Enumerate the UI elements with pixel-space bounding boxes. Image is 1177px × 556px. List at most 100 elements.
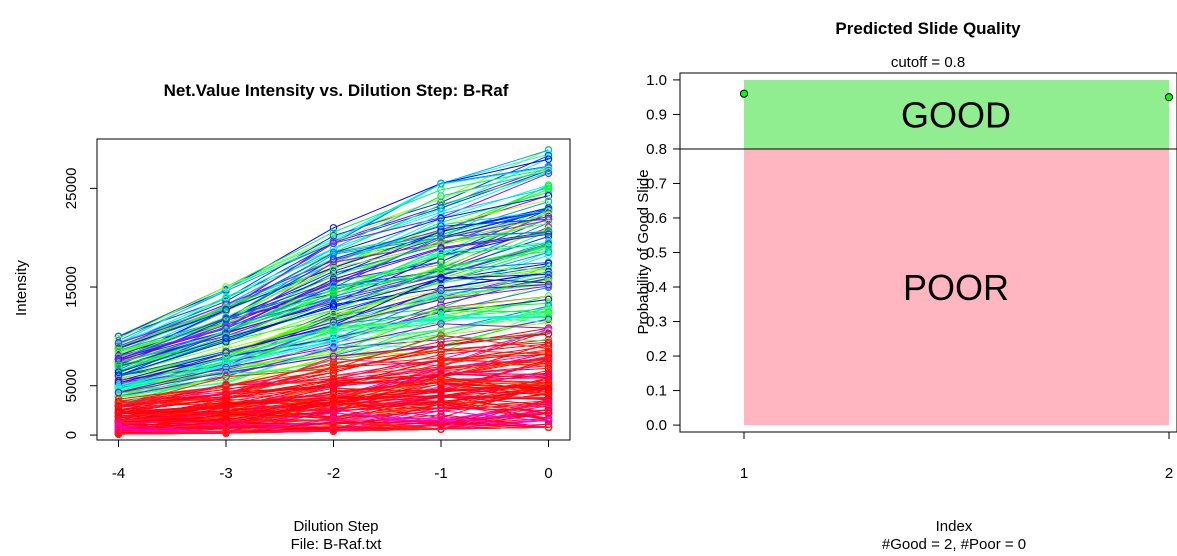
- series-point: [437, 346, 445, 354]
- series-line: [118, 171, 549, 346]
- series-point: [437, 273, 445, 281]
- series-point: [437, 425, 445, 433]
- series-point: [222, 406, 230, 414]
- series-point: [329, 374, 338, 383]
- series-point: [222, 353, 230, 361]
- series-point: [329, 359, 338, 367]
- left-x-tick-label: -1: [434, 465, 447, 482]
- series-point: [329, 427, 338, 435]
- series-point: [437, 200, 445, 209]
- series-point: [222, 285, 230, 293]
- series-point: [544, 207, 553, 215]
- series-point: [114, 346, 123, 355]
- series-point: [329, 224, 338, 232]
- series-point: [544, 230, 553, 239]
- series-line: [118, 167, 549, 350]
- series-point: [222, 338, 230, 346]
- left-plot: Net.Value Intensity vs. Dilution Step: B…: [13, 81, 571, 553]
- series-point: [329, 381, 338, 390]
- series-point: [544, 327, 553, 335]
- series-point: [437, 331, 445, 339]
- good-region-label: GOOD: [901, 94, 1011, 135]
- series-point: [544, 188, 553, 197]
- series-point: [329, 264, 338, 273]
- series-point: [222, 303, 230, 311]
- series-point: [329, 281, 338, 289]
- left-x-tick-label: -3: [219, 465, 232, 482]
- series-point: [437, 222, 445, 230]
- series-point: [437, 375, 445, 383]
- series-point: [114, 425, 123, 433]
- series-point: [329, 341, 338, 349]
- series-point: [437, 241, 445, 249]
- series-point: [437, 363, 445, 371]
- poor-region-label: POOR: [903, 267, 1009, 308]
- series-point: [222, 381, 230, 389]
- series-point: [437, 414, 445, 422]
- series-point: [222, 342, 230, 350]
- series-point: [222, 334, 230, 342]
- series-point: [437, 372, 445, 381]
- series-point: [114, 339, 123, 347]
- series-point: [114, 361, 123, 369]
- series-point: [544, 366, 553, 375]
- series-point: [544, 223, 553, 231]
- right-y-tick-label: 0.0: [646, 417, 667, 434]
- series-point: [329, 350, 338, 358]
- series-point: [329, 321, 338, 329]
- series-point: [329, 267, 338, 275]
- series-point: [437, 180, 445, 188]
- series-point: [222, 424, 230, 432]
- series-point: [329, 228, 338, 236]
- right-y-tick-label: 0.2: [646, 348, 667, 365]
- series-point: [114, 368, 123, 376]
- series-point: [437, 262, 445, 271]
- left-y-tick-label: 0: [63, 431, 80, 439]
- series-point: [437, 418, 445, 426]
- series-point: [222, 283, 230, 291]
- series-line: [118, 314, 549, 388]
- series-point: [437, 210, 445, 218]
- right-plot-points: [739, 89, 1174, 102]
- series-point: [329, 408, 338, 416]
- series-point: [222, 345, 230, 353]
- right-y-tick-label: 0.3: [646, 314, 667, 331]
- series-point: [437, 306, 445, 315]
- right-y-ticks: 0.0 0.1 0.2 0.3 0.4 0.5 0.6 0.7 0.8 0.9 1.0: [646, 72, 680, 434]
- series-point: [544, 340, 553, 348]
- series-point: [544, 315, 553, 324]
- series-point: [329, 285, 338, 294]
- series-point: [544, 151, 553, 160]
- series-point: [437, 295, 445, 304]
- series-point: [437, 218, 445, 227]
- series-point: [544, 155, 553, 164]
- right-x-tick-label: 2: [1165, 465, 1173, 482]
- series-point: [329, 333, 338, 341]
- series-point: [329, 421, 338, 430]
- series-point: [329, 405, 338, 413]
- right-x-axis-label: Index: [936, 518, 973, 535]
- series-point: [437, 388, 445, 396]
- series-point: [544, 265, 553, 273]
- series-point: [222, 359, 230, 367]
- left-y-axis-label: Intensity: [13, 260, 30, 316]
- series-point: [437, 314, 445, 323]
- left-x-axis-label: Dilution Step: [293, 518, 378, 535]
- left-file-label: File: B-Raf.txt: [291, 536, 383, 553]
- series-point: [437, 356, 445, 364]
- left-y-tick-label: 25000: [63, 167, 80, 209]
- series-point: [544, 248, 553, 256]
- series-point: [437, 411, 445, 419]
- series-point: [222, 410, 230, 418]
- right-y-tick-label: 0.8: [646, 141, 667, 158]
- series-point: [222, 427, 230, 435]
- series-point: [437, 311, 445, 319]
- series-point: [222, 385, 230, 393]
- series-point: [222, 369, 230, 378]
- series-point: [222, 373, 230, 381]
- series-point: [222, 418, 230, 427]
- right-y-tick-label: 0.1: [646, 383, 667, 400]
- series-point: [437, 407, 445, 415]
- right-y-axis-label: Probability of Good Slide: [635, 169, 652, 334]
- left-x-ticks: -4 -3 -2 -1 0: [112, 440, 553, 482]
